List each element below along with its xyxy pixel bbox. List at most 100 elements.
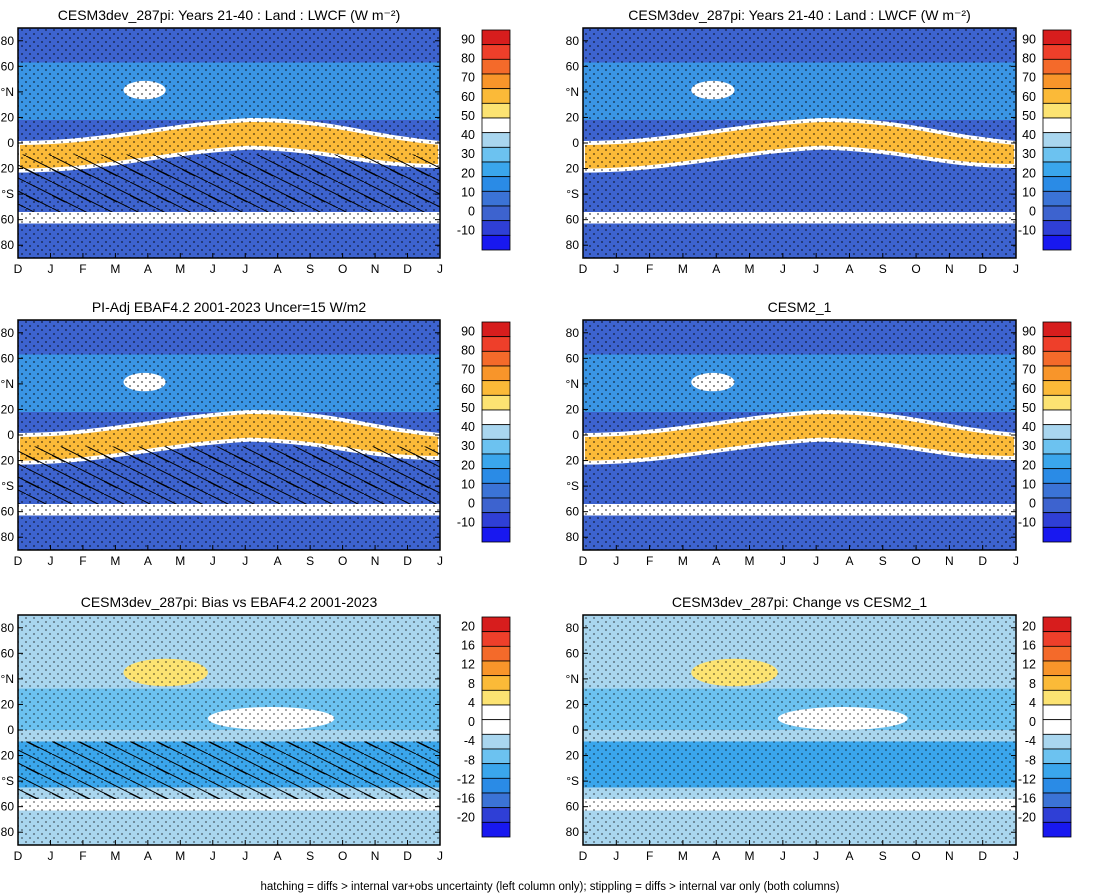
panel-title: CESM2_1	[768, 299, 832, 315]
y-tick-label: 80	[566, 34, 580, 48]
colorbar-label: -12	[457, 772, 475, 786]
x-tick-label: D	[14, 554, 23, 568]
colorbar-swatch	[1042, 336, 1072, 352]
colorbar-label: 90	[1022, 324, 1036, 338]
colorbar-label: 10	[1022, 185, 1036, 199]
colorbar-swatch	[481, 205, 511, 222]
x-tick-label: A	[712, 262, 720, 276]
x-tick-label: A	[144, 554, 152, 568]
colorbar-swatch	[1042, 88, 1072, 104]
colorbar-swatch	[1042, 44, 1072, 60]
x-tick-label: D	[579, 849, 588, 863]
colorbar-swatch	[1042, 689, 1072, 706]
colorbar-swatch	[481, 176, 511, 192]
colorbar-swatch	[481, 409, 511, 426]
x-tick-label: J	[210, 262, 216, 276]
y-tick-label: 80	[566, 825, 580, 839]
y-tick-label: 60	[566, 213, 580, 227]
colorbar-swatch	[1042, 438, 1072, 455]
heatmap-field	[18, 28, 440, 258]
y-tick-label: 80	[1, 530, 15, 544]
colorbar-swatch	[481, 821, 511, 838]
x-tick-label: J	[780, 554, 786, 568]
y-tick-label: °S	[566, 187, 579, 201]
x-tick-label: J	[613, 262, 619, 276]
colorbar-swatch	[481, 220, 511, 236]
panel-4: CESM2_1 80 60 °N 20 0 20 °S 60 80 D J F M A M J J A S O N D J 90…	[566, 299, 1072, 568]
panel-5: CESM3dev_287pi: Bias vs EBAF4.2 2001-202…	[1, 594, 511, 863]
colorbar-label: 0	[468, 205, 475, 219]
x-tick-label: O	[338, 849, 347, 863]
colorbar-swatch	[1042, 205, 1072, 222]
colorbar-swatch	[1042, 146, 1072, 163]
colorbar-swatch	[1042, 58, 1072, 75]
colorbar-swatch	[1042, 704, 1072, 721]
colorbar-swatch	[1042, 161, 1072, 178]
colorbar-swatch	[481, 336, 511, 352]
x-tick-label: S	[879, 554, 887, 568]
x-tick-label: N	[371, 554, 380, 568]
colorbar-swatch	[1042, 350, 1072, 367]
colorbar-swatch	[1042, 453, 1072, 470]
colorbar-swatch	[481, 29, 511, 46]
colorbar-label: 30	[461, 439, 475, 453]
panel-6: CESM3dev_287pi: Change vs CESM2_18060°N2…	[566, 594, 1072, 863]
colorbar-swatch	[481, 792, 511, 809]
x-tick-label: S	[306, 554, 314, 568]
colorbar-swatch	[1042, 792, 1072, 809]
colorbar-swatch	[1042, 102, 1072, 119]
x-tick-label: N	[371, 849, 380, 863]
x-tick-label: J	[1013, 262, 1019, 276]
colorbar-swatch	[481, 748, 511, 765]
y-tick-label: 0	[572, 723, 579, 737]
x-tick-label: M	[745, 262, 755, 276]
colorbar-swatch	[1042, 29, 1072, 46]
colorbar-swatch	[1042, 220, 1072, 236]
y-tick-label: °N	[1, 85, 14, 99]
x-tick-label: D	[579, 554, 588, 568]
x-tick-label: J	[47, 554, 53, 568]
colorbar-swatch	[481, 146, 511, 163]
colorbar-swatch	[1042, 380, 1072, 396]
y-tick-label: 20	[1, 162, 15, 176]
colorbar-label: 40	[1022, 128, 1036, 142]
heatmap-field	[583, 320, 1016, 550]
x-tick-label: F	[79, 554, 86, 568]
colorbar-swatch	[481, 631, 511, 647]
x-tick-label: O	[911, 554, 920, 568]
colorbar-label: 70	[1022, 71, 1036, 85]
footnote: hatching = diffs > internal var+obs unce…	[260, 881, 839, 893]
colorbar-swatch	[481, 190, 511, 207]
x-tick-label: F	[79, 262, 86, 276]
colorbar-swatch	[481, 526, 511, 543]
colorbar-swatch	[1042, 512, 1072, 528]
colorbar-swatch	[481, 719, 511, 735]
colorbar-label: -10	[457, 516, 475, 530]
panel-2: CESM3dev_287pi: Years 21-40 : Land : LWC…	[566, 7, 1072, 276]
colorbar-swatch	[1042, 497, 1072, 514]
y-tick-label: 80	[1, 621, 15, 635]
colorbar-swatch	[481, 424, 511, 440]
x-tick-label: M	[175, 554, 185, 568]
y-tick-label: 0	[7, 428, 14, 442]
y-tick-label: 0	[7, 723, 14, 737]
colorbar-label: 4	[1029, 696, 1036, 710]
colorbar-label: 80	[1022, 344, 1036, 358]
y-tick-label: 20	[566, 697, 580, 711]
x-tick-label: J	[47, 262, 53, 276]
colorbar-label: 20	[461, 166, 475, 180]
y-tick-label: 20	[1, 697, 15, 711]
colorbar-label: 40	[461, 128, 475, 142]
colorbar-swatch	[1042, 660, 1072, 677]
heatmap-field	[18, 320, 440, 550]
y-tick-label: °N	[566, 85, 579, 99]
y-tick-label: °N	[1, 672, 14, 686]
y-tick-label: 20	[566, 402, 580, 416]
colorbar-swatch	[481, 675, 511, 691]
y-tick-label: °S	[1, 187, 14, 201]
colorbar-swatch	[1042, 675, 1072, 691]
heatmap-field	[583, 28, 1016, 258]
y-tick-label: 60	[566, 59, 580, 73]
x-tick-label: D	[978, 262, 987, 276]
colorbar-swatch	[1042, 117, 1072, 134]
